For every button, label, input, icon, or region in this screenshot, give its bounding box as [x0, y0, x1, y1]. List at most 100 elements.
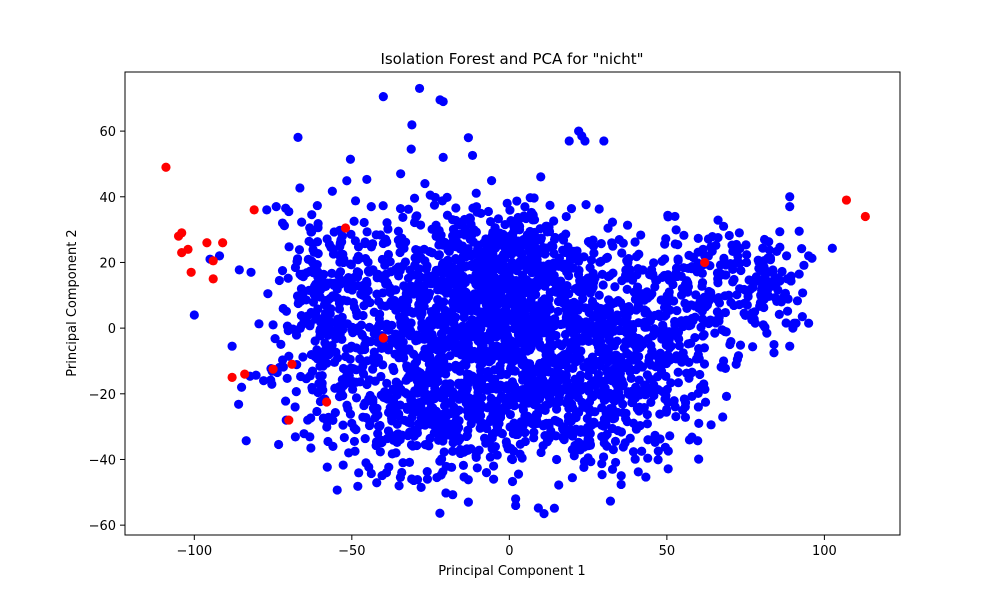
data-point [291, 387, 301, 397]
data-point [616, 427, 627, 437]
data-point [458, 305, 469, 315]
data-point [735, 340, 746, 350]
data-point [479, 318, 489, 328]
data-point [254, 319, 264, 329]
data-point [396, 169, 406, 179]
data-point [437, 367, 447, 378]
data-point [691, 354, 702, 364]
data-point [785, 192, 795, 202]
data-point [445, 351, 455, 361]
data-point [315, 285, 325, 295]
data-point [589, 277, 599, 287]
data-point [603, 223, 613, 233]
data-point [519, 279, 529, 290]
data-point [375, 420, 385, 431]
data-point [387, 416, 397, 426]
data-point [418, 386, 428, 397]
data-point [589, 248, 599, 258]
data-point [353, 251, 364, 261]
data-point [481, 234, 491, 244]
data-point [706, 287, 716, 298]
data-point [322, 234, 332, 244]
data-point [371, 441, 381, 451]
data-point [294, 245, 305, 255]
data-point [276, 339, 286, 349]
data-point [674, 341, 684, 351]
data-point [432, 472, 442, 483]
data-point [622, 284, 632, 294]
data-point [463, 298, 473, 308]
data-point [520, 436, 530, 447]
data-point [307, 227, 317, 237]
data-point [775, 227, 785, 237]
data-point [281, 396, 291, 406]
data-point [671, 354, 681, 364]
data-point [511, 494, 521, 504]
data-point [333, 293, 343, 304]
data-point [631, 305, 641, 315]
data-point [554, 397, 564, 407]
data-point [447, 328, 457, 338]
data-point [633, 318, 644, 328]
data-point [451, 254, 461, 264]
data-point [414, 278, 424, 288]
data-point [614, 373, 625, 383]
data-point [550, 278, 560, 288]
data-point [419, 244, 429, 254]
data-point [552, 454, 562, 465]
data-point [640, 322, 650, 332]
data-point [574, 286, 584, 297]
data-point [534, 379, 544, 389]
data-point [714, 312, 724, 322]
data-point [827, 243, 837, 253]
anomaly-point [284, 415, 294, 425]
data-point [347, 322, 357, 332]
data-point [459, 312, 469, 323]
data-point [627, 386, 637, 396]
data-point [608, 445, 618, 455]
data-point [362, 356, 372, 366]
data-point [512, 196, 522, 206]
data-point [355, 354, 365, 364]
data-point [598, 345, 608, 355]
data-point [401, 318, 411, 328]
data-point [517, 418, 527, 429]
data-point [391, 377, 401, 387]
data-point [551, 431, 561, 441]
data-point [735, 284, 745, 294]
data-point [369, 307, 379, 317]
data-point [234, 399, 244, 409]
anomaly-point [177, 228, 187, 238]
data-point [628, 334, 639, 344]
data-point [445, 379, 455, 389]
data-point [509, 317, 519, 327]
data-point [504, 400, 514, 410]
data-point [687, 391, 697, 402]
data-point [605, 496, 616, 506]
data-point [474, 445, 484, 455]
data-point [521, 342, 531, 353]
data-point [416, 403, 426, 413]
data-point [449, 317, 459, 327]
data-point [266, 375, 276, 385]
data-point [425, 358, 435, 369]
data-point [662, 404, 672, 415]
data-point [414, 264, 424, 274]
data-point [496, 370, 506, 380]
data-point [505, 363, 516, 374]
anomaly-point [860, 211, 870, 222]
data-point [357, 329, 367, 339]
data-point [480, 250, 490, 260]
data-point [597, 269, 607, 279]
data-point [694, 344, 704, 354]
data-point [713, 233, 723, 243]
data-point [320, 338, 330, 348]
data-point [358, 369, 369, 379]
data-point [450, 418, 460, 428]
data-point [585, 436, 595, 446]
data-point [310, 336, 320, 346]
data-point [656, 366, 667, 376]
data-point [325, 309, 335, 319]
data-point [693, 233, 703, 243]
data-point [672, 306, 682, 316]
